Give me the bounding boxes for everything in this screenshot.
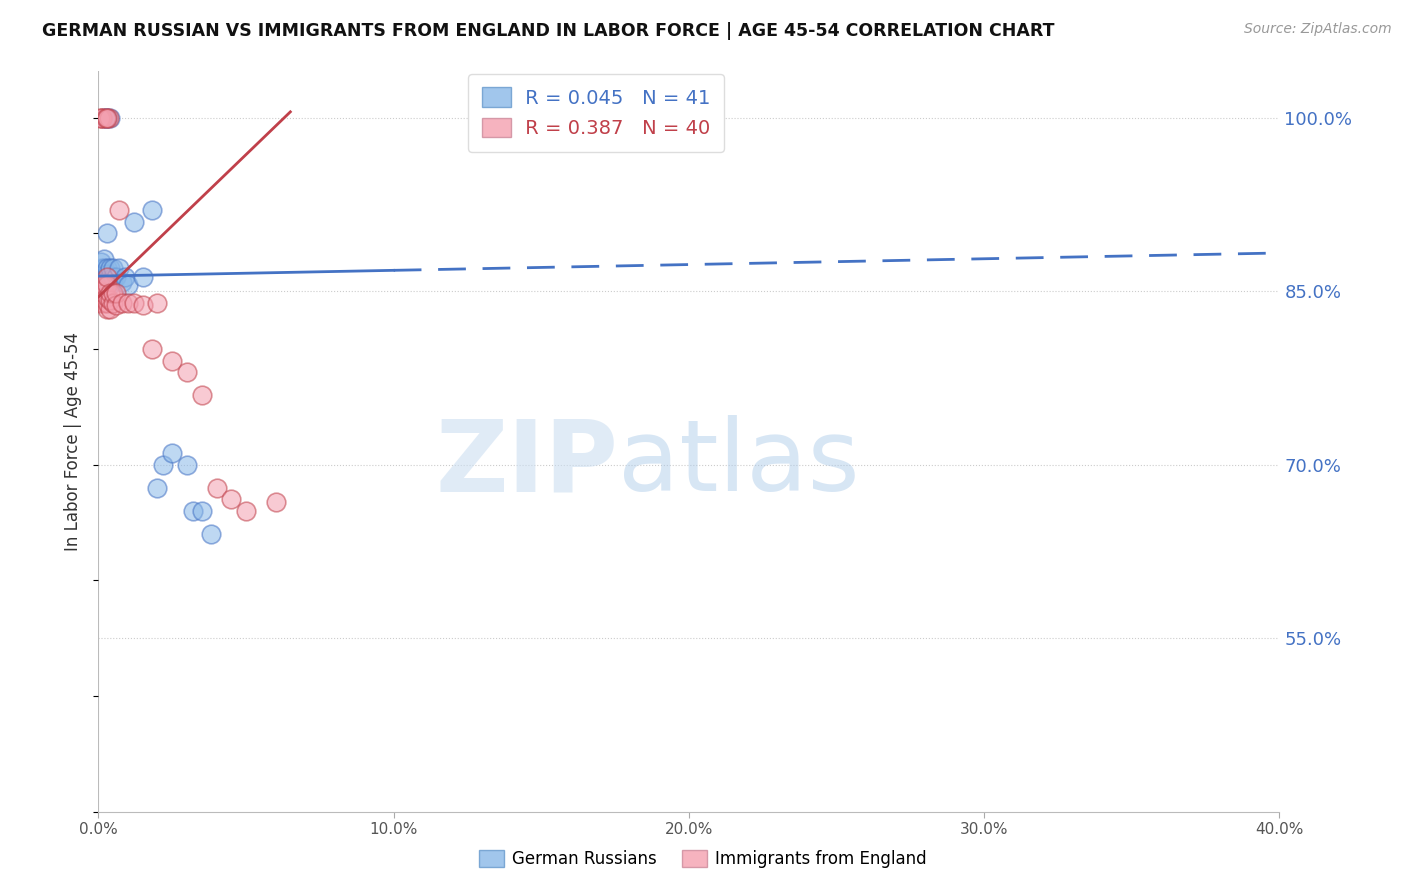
Point (162, 446, 183, 460)
Point (90, 111, 112, 125)
Point (132, 298, 155, 312)
Point (90, 278, 112, 293)
Point (90, 255, 112, 269)
Point (96, 272, 118, 286)
Point (264, 494, 287, 508)
Point (90, 278, 112, 293)
Point (98, 301, 121, 316)
Point (90, 290, 112, 304)
Point (93, 286, 115, 301)
Point (96, 260, 118, 275)
Point (93, 278, 115, 293)
Point (93, 267, 115, 281)
Point (117, 295, 139, 310)
Point (90, 295, 112, 310)
Point (105, 270, 128, 285)
Point (141, 203, 163, 218)
Point (93, 272, 115, 286)
Point (98, 278, 121, 293)
Text: Source: ZipAtlas.com: Source: ZipAtlas.com (1244, 22, 1392, 37)
Point (111, 295, 134, 310)
Point (205, 481, 228, 495)
Legend:  R = 0.045   N = 41,  R = 0.387   N = 40: R = 0.045 N = 41, R = 0.387 N = 40 (468, 74, 724, 152)
Point (219, 492, 242, 507)
Point (176, 458, 198, 472)
Point (162, 353, 183, 368)
Text: atlas: atlas (619, 416, 859, 512)
Point (93, 260, 115, 275)
Text: GERMAN RUSSIAN VS IMMIGRANTS FROM ENGLAND IN LABOR FORCE | AGE 45-54 CORRELATION: GERMAN RUSSIAN VS IMMIGRANTS FROM ENGLAN… (42, 22, 1054, 40)
Point (181, 504, 204, 518)
Point (146, 295, 169, 310)
Point (122, 295, 145, 310)
Point (103, 260, 125, 275)
Point (90, 272, 112, 286)
Point (90, 260, 112, 275)
Point (200, 527, 222, 541)
Point (89, 111, 111, 125)
Point (98, 286, 121, 301)
Point (108, 203, 131, 218)
Legend: German Russians, Immigrants from England: German Russians, Immigrants from England (472, 843, 934, 875)
Point (96, 267, 118, 281)
Point (93, 252, 115, 266)
Point (141, 342, 163, 356)
Point (103, 270, 125, 285)
Point (96, 227, 118, 241)
Point (111, 275, 134, 289)
Point (94, 111, 117, 125)
Point (96, 290, 118, 304)
Point (108, 260, 131, 275)
Point (97, 111, 120, 125)
Point (94, 111, 117, 125)
Text: ZIP: ZIP (436, 416, 619, 512)
Point (96, 278, 118, 293)
Point (103, 272, 125, 286)
Point (96, 111, 118, 125)
Point (103, 286, 125, 301)
Y-axis label: In Labor Force | Age 45-54: In Labor Force | Age 45-54 (65, 332, 83, 551)
Point (122, 215, 145, 229)
Point (105, 298, 128, 312)
Point (96, 111, 118, 125)
Point (191, 388, 214, 402)
Point (132, 270, 155, 285)
Point (93, 295, 115, 310)
Point (191, 504, 214, 518)
Point (96, 301, 118, 316)
Point (98, 260, 121, 275)
Point (96, 278, 118, 293)
Point (93, 275, 115, 289)
Point (103, 295, 125, 310)
Point (96, 270, 118, 285)
Point (98, 270, 121, 285)
Point (98, 293, 121, 308)
Point (114, 270, 136, 285)
Point (146, 481, 169, 495)
Point (96, 295, 118, 310)
Point (105, 286, 128, 301)
Point (117, 278, 139, 293)
Point (93, 270, 115, 285)
Point (98, 111, 121, 125)
Point (235, 504, 257, 518)
Point (93, 111, 115, 125)
Point (90, 267, 112, 281)
Point (90, 284, 112, 298)
Point (90, 111, 112, 125)
Point (176, 365, 198, 379)
Point (152, 458, 174, 472)
Point (93, 290, 115, 304)
